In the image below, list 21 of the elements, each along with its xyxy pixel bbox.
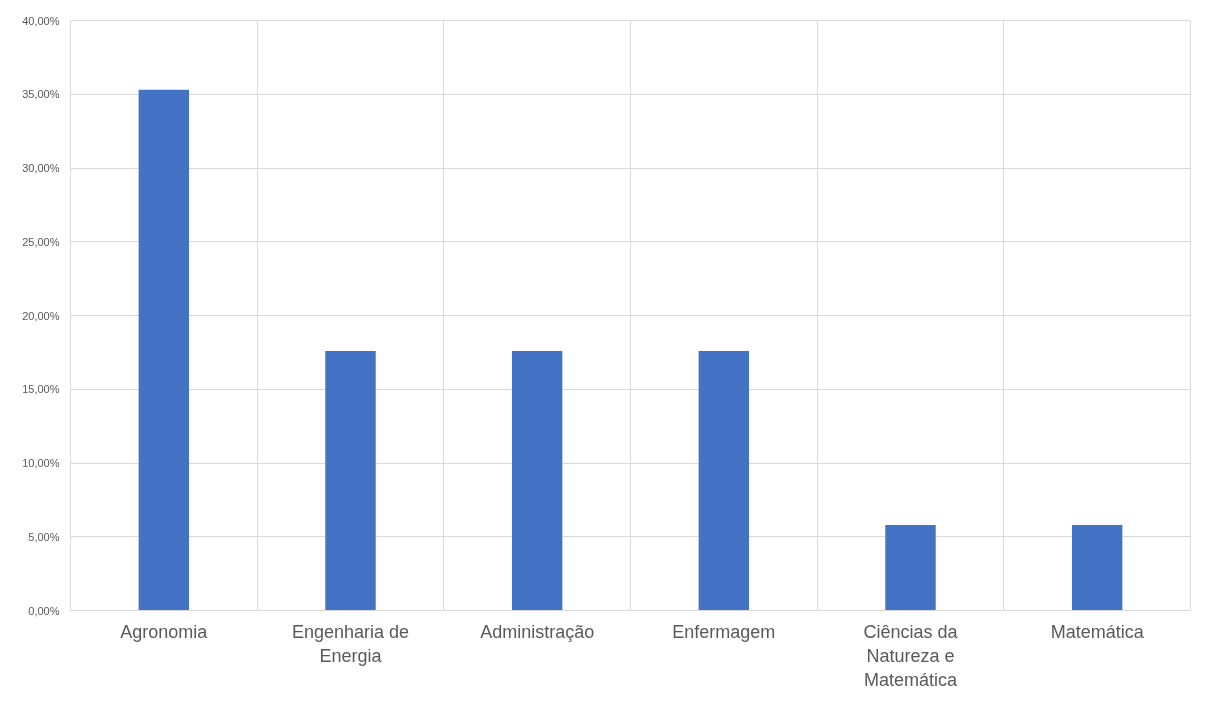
y-tick-label: 25,00% <box>22 235 60 248</box>
bar <box>698 350 750 611</box>
x-tick-label: Enfermagem <box>672 621 776 642</box>
y-tick-label: 40,00% <box>22 14 60 27</box>
y-tick-label: 5,00% <box>28 530 60 543</box>
x-tick-label: Agronomia <box>120 621 209 642</box>
bar <box>1071 524 1123 611</box>
bar <box>885 524 936 611</box>
x-tick-label: Ciências da Natureza e Matemática <box>863 621 959 690</box>
bar <box>138 89 190 611</box>
bar <box>325 350 376 611</box>
y-tick-label: 15,00% <box>22 383 60 396</box>
x-tick-label: Matemática <box>1050 621 1145 642</box>
x-tick-label: Administração <box>480 621 595 642</box>
y-tick-label: 20,00% <box>22 309 60 322</box>
y-tick-label: 35,00% <box>22 88 60 101</box>
bar <box>511 350 563 611</box>
y-tick-label: 30,00% <box>22 162 60 174</box>
x-tick-label: Engenharia de Energia <box>291 621 410 666</box>
y-tick-label: 10,00% <box>22 457 60 469</box>
y-tick-label: 0,00% <box>28 604 60 617</box>
